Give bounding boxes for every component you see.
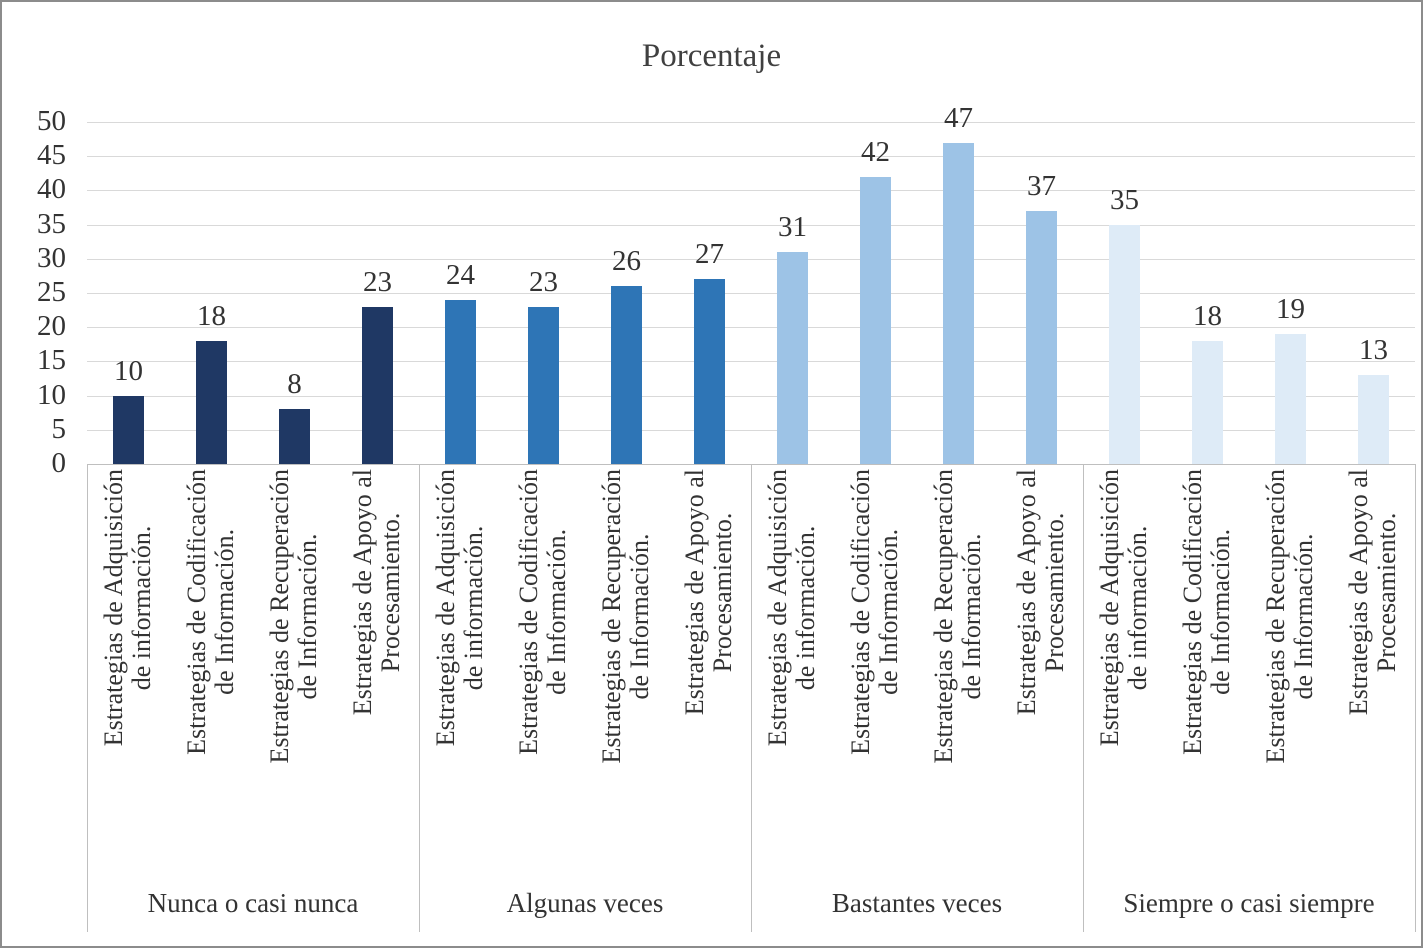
gridline [87, 258, 1415, 260]
bar [1026, 210, 1057, 464]
bar-value-label: 23 [363, 265, 392, 298]
y-axis-tick-label: 15 [37, 344, 66, 377]
bar-value-label: 18 [197, 299, 226, 332]
gridline [87, 156, 1415, 158]
category-separator [1082, 464, 1084, 932]
bar [1109, 224, 1140, 464]
category-label: Estrategias de Adquisición de informació… [87, 469, 170, 889]
bar-value-label: 42 [861, 135, 890, 168]
category-label-text: Estrategias de Codificación de Informaci… [1178, 469, 1236, 755]
y-axis-tick-label: 30 [37, 241, 66, 274]
category-label: Estrategias de Adquisición de informació… [1083, 469, 1166, 889]
category-label-text: Estrategias de Recuperación de Informaci… [929, 469, 987, 764]
bar-value-label: 35 [1110, 183, 1139, 216]
bar [362, 306, 393, 464]
gridline [87, 395, 1415, 397]
category-label-text: Estrategias de Codificación de Informaci… [846, 469, 904, 755]
y-axis-tick-label: 20 [37, 310, 66, 343]
category-label-text: Estrategias de Adquisición de informació… [431, 469, 489, 747]
bar-value-label: 18 [1193, 299, 1222, 332]
bar [1358, 375, 1389, 464]
category-label: Estrategias de Apoyo al Procesamiento. [1332, 469, 1415, 889]
bar [279, 409, 310, 464]
bar [777, 251, 808, 464]
group-label: Siempre o casi siempre [1123, 888, 1375, 918]
bar-value-label: 23 [529, 265, 558, 298]
category-label: Estrategias de Apoyo al Procesamiento. [336, 469, 419, 889]
gridline [87, 327, 1415, 329]
y-axis-tick-label: 25 [37, 275, 66, 308]
category-label: Estrategias de Apoyo al Procesamiento. [668, 469, 751, 889]
bar-value-label: 37 [1027, 169, 1056, 202]
bar-value-label: 47 [944, 101, 973, 134]
y-axis-tick-label: 5 [51, 412, 67, 445]
gridline [87, 429, 1415, 431]
bar-value-label: 31 [778, 210, 807, 243]
category-label: Estrategias de Adquisición de informació… [751, 469, 834, 889]
y-axis-tick-label: 45 [37, 139, 66, 172]
category-label-text: Estrategias de Apoyo al Procesamiento. [348, 469, 406, 716]
category-label-text: Estrategias de Apoyo al Procesamiento. [680, 469, 738, 716]
y-axis-tick-label: 50 [37, 104, 66, 137]
bar [943, 142, 974, 464]
chart-title: Porcentaje [641, 38, 782, 74]
bar-value-label: 26 [612, 245, 641, 278]
category-label: Estrategias de Codificación de Informaci… [834, 469, 917, 889]
y-axis-tick-label: 0 [51, 446, 67, 479]
bar [1275, 334, 1306, 464]
bar [611, 286, 642, 464]
category-label-text: Estrategias de Recuperación de Informaci… [597, 469, 655, 764]
gridline [87, 361, 1415, 363]
category-label: Estrategias de Codificación de Informaci… [170, 469, 253, 889]
group-label: Nunca o casi nunca [147, 888, 359, 918]
category-label: Estrategias de Recuperación de Informaci… [585, 469, 668, 889]
bar [1192, 340, 1223, 464]
category-separator [1414, 464, 1416, 932]
category-label-text: Estrategias de Codificación de Informaci… [514, 469, 572, 755]
category-label-text: Estrategias de Adquisición de informació… [1095, 469, 1153, 747]
category-label-text: Estrategias de Adquisición de informació… [763, 469, 821, 747]
y-axis-tick-label: 10 [37, 378, 66, 411]
category-label: Estrategias de Apoyo al Procesamiento. [1000, 469, 1083, 889]
category-separator [750, 464, 752, 932]
category-label: Estrategias de Recuperación de Informaci… [917, 469, 1000, 889]
y-axis-tick-label: 40 [37, 173, 66, 206]
bar-value-label: 13 [1359, 334, 1388, 367]
group-label: Bastantes veces [831, 888, 1003, 918]
bar [445, 299, 476, 464]
bar-value-label: 19 [1276, 293, 1305, 326]
bar-value-label: 27 [695, 238, 724, 271]
category-label: Estrategias de Recuperación de Informaci… [1249, 469, 1332, 889]
gridline [87, 122, 1415, 123]
category-label: Estrategias de Adquisición de informació… [419, 469, 502, 889]
bar [113, 395, 144, 464]
bar-value-label: 24 [446, 258, 475, 291]
category-label-text: Estrategias de Recuperación de Informaci… [1261, 469, 1319, 764]
category-label: Estrategias de Recuperación de Informaci… [253, 469, 336, 889]
bar [694, 279, 725, 464]
gridline [87, 190, 1415, 192]
bar [860, 176, 891, 464]
category-label-text: Estrategias de Adquisición de informació… [99, 469, 157, 747]
category-label-text: Estrategias de Apoyo al Procesamiento. [1344, 469, 1402, 716]
gridline [87, 293, 1415, 294]
bar-value-label: 10 [114, 354, 143, 387]
category-label: Estrategias de Codificación de Informaci… [1166, 469, 1249, 889]
bar [528, 306, 559, 464]
gridline [87, 224, 1415, 226]
category-label-text: Estrategias de Apoyo al Procesamiento. [1012, 469, 1070, 716]
category-label-text: Estrategias de Recuperación de Informaci… [265, 469, 323, 764]
y-axis-tick-label: 35 [37, 207, 66, 240]
bar-value-label: 8 [287, 368, 302, 401]
category-separator [418, 464, 420, 932]
bar [196, 340, 227, 464]
group-label: Algunas veces [506, 888, 664, 918]
category-separator [86, 464, 88, 932]
category-label-text: Estrategias de Codificación de Informaci… [182, 469, 240, 755]
category-label: Estrategias de Codificación de Informaci… [502, 469, 585, 889]
